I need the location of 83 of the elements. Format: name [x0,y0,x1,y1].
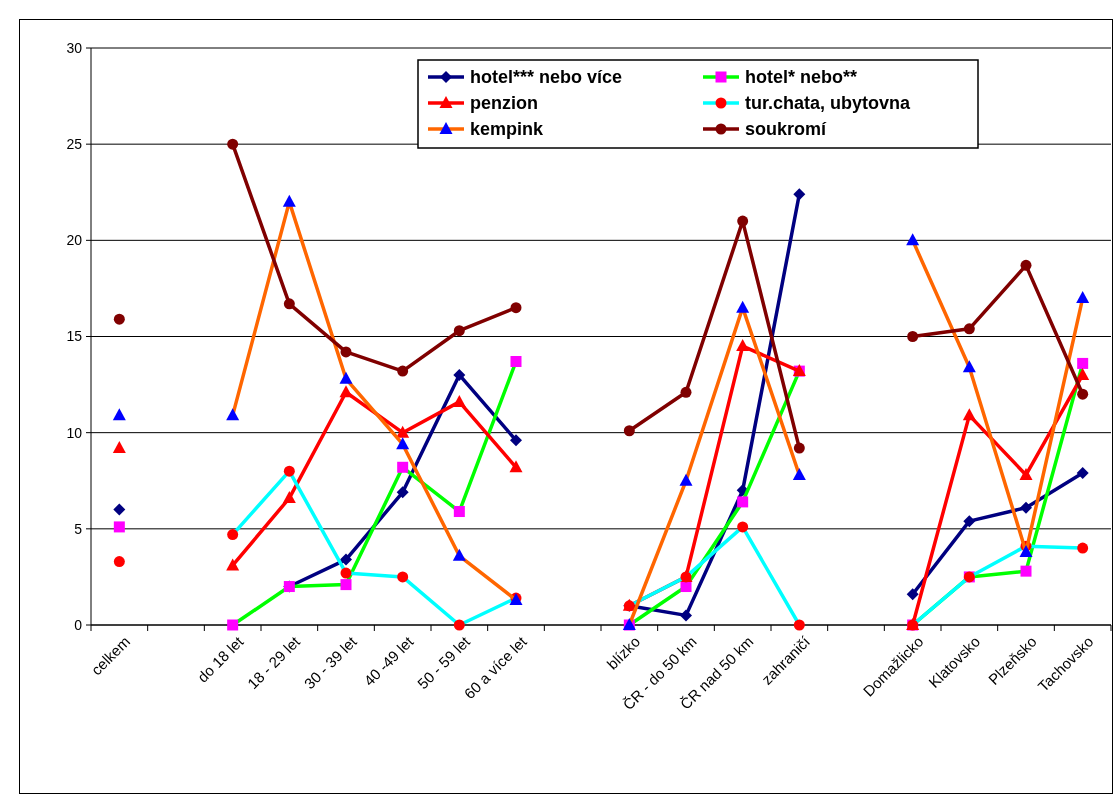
point [679,473,693,486]
point [907,331,919,342]
point [737,496,749,508]
point [226,408,240,421]
y-tick-label: 10 [66,424,83,441]
point [452,394,466,407]
point [113,503,126,516]
point [1020,259,1032,271]
point [397,365,409,377]
point [737,215,749,227]
legend-label: tur.chata, ubytovna [745,93,912,114]
point [396,437,410,450]
y-tick-label: 5 [74,520,83,537]
point [339,385,353,398]
point [1077,357,1089,369]
y-tick-label: 0 [74,616,83,633]
point [453,619,465,631]
point [680,581,692,593]
point [340,579,352,591]
point [1020,565,1032,577]
legend-label: kempink [470,119,545,140]
point [962,360,976,373]
y-tick-label: 15 [66,328,83,345]
point [737,521,749,533]
point [453,506,465,518]
point [680,386,692,398]
point [113,556,125,568]
point [1019,467,1033,480]
point [1076,367,1090,380]
point [1076,291,1090,304]
point [227,138,239,150]
point [339,371,353,384]
point [340,553,352,566]
point [282,194,296,207]
legend-label: soukromí [745,119,828,140]
point [396,486,409,499]
point [906,233,920,246]
point [1019,544,1033,557]
point [906,588,919,601]
point [112,441,126,454]
point [283,298,295,310]
point [282,491,296,504]
point [792,467,806,480]
point [113,313,125,325]
y-tick-label: 30 [66,39,83,56]
point [793,442,805,454]
point [962,408,976,421]
x-tick-label: 40 -49 let [360,632,418,690]
point [1020,501,1032,514]
point [793,188,806,201]
point [396,425,410,438]
point [793,619,805,631]
point [1077,388,1089,400]
point [1076,467,1089,480]
point [227,619,239,631]
point [963,323,975,335]
point [1077,542,1089,554]
point [510,302,522,314]
point [453,325,465,337]
legend-label: hotel*** nebo více [470,67,623,88]
legend-label: penzion [470,93,538,114]
y-tick-label: 25 [66,136,83,153]
point [112,408,126,421]
point [452,548,466,561]
point [283,465,295,477]
point [397,571,409,583]
point [736,300,750,313]
point [623,425,635,437]
point [227,529,239,541]
point [510,356,522,367]
point [963,515,976,528]
point [113,521,125,533]
point [736,339,750,352]
point [680,609,692,622]
point [510,434,522,447]
point [340,346,352,358]
point [453,368,466,381]
point [397,461,409,473]
legend-label: hotel* nebo** [745,67,858,88]
y-tick-label: 20 [66,232,83,249]
point [340,567,352,579]
point [509,460,523,473]
point [226,558,240,571]
